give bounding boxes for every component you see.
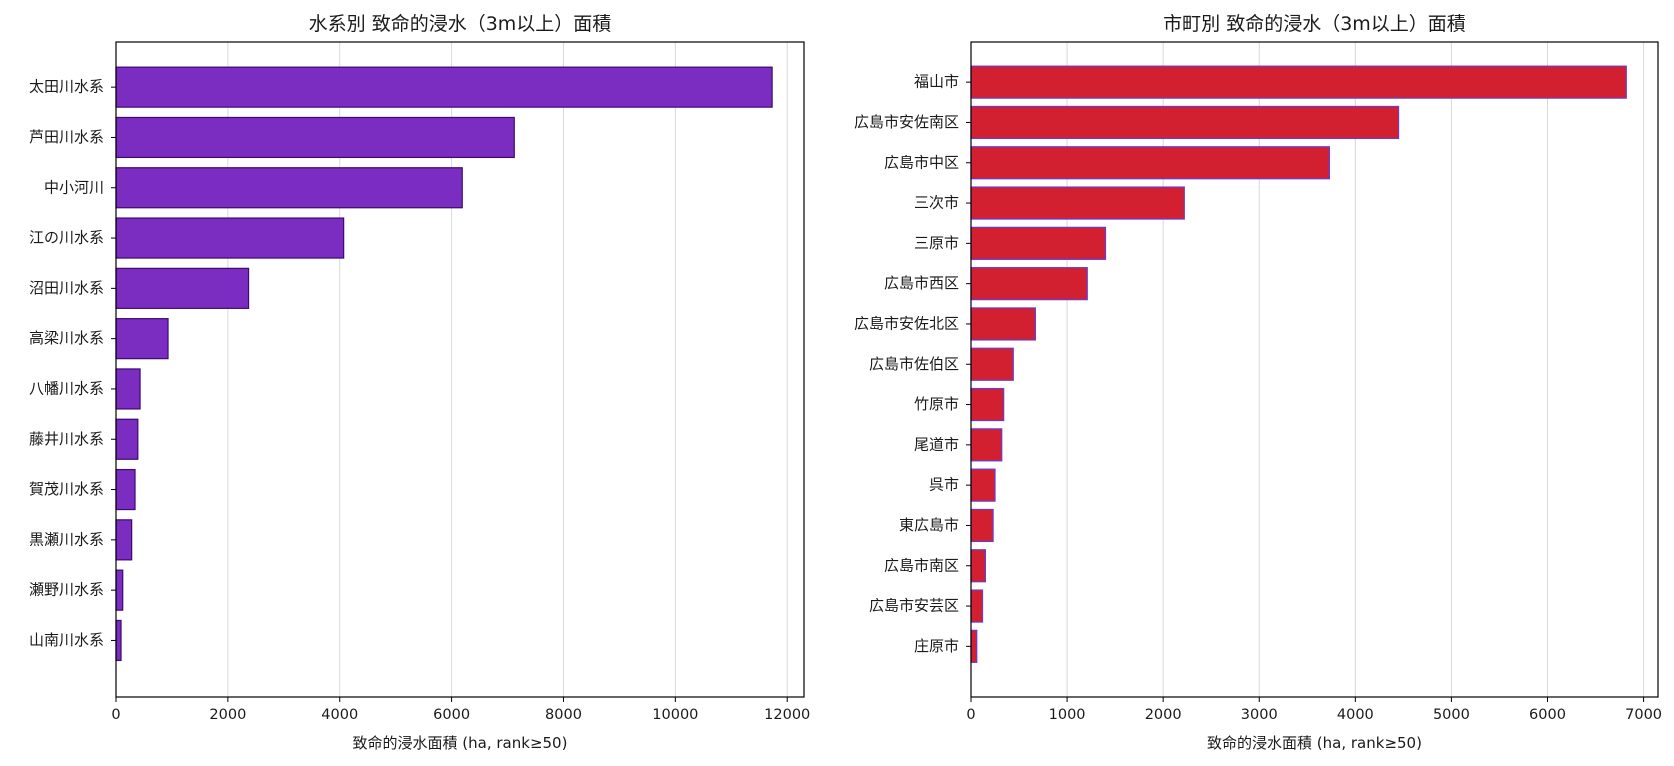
x-tick-label: 2000 <box>209 707 246 723</box>
category-label: 庄原市 <box>914 637 959 655</box>
chart-title: 市町別 致命的浸水（3m以上）面積 <box>1163 13 1466 35</box>
bar <box>115 569 124 611</box>
category-label: 山南川水系 <box>29 631 104 649</box>
x-tick-label: 8000 <box>545 707 582 723</box>
bar <box>115 217 345 259</box>
category-label: 広島市安佐北区 <box>854 314 959 332</box>
x-tick-label: 6000 <box>433 707 470 723</box>
category-label: 三次市 <box>914 194 959 212</box>
bar <box>115 519 133 561</box>
category-label: 広島市南区 <box>884 556 959 574</box>
x-axis-label: 致命的浸水面積 (ha, rank≥50) <box>1207 734 1422 752</box>
bar <box>970 468 996 502</box>
bar <box>970 428 1003 462</box>
chart-panel-river-systems: 太田川水系芦田川水系中小河川江の川水系沼田川水系高梁川水系八幡川水系藤井川水系賀… <box>29 13 810 752</box>
bar <box>115 66 773 108</box>
category-label: 八幡川水系 <box>29 379 104 397</box>
category-label: 芦田川水系 <box>29 128 104 146</box>
category-label: 藤井川水系 <box>29 430 104 448</box>
category-label: 中小河川 <box>44 178 104 196</box>
plot-frame <box>115 41 805 698</box>
category-label: 広島市西区 <box>884 274 959 292</box>
bar <box>115 418 139 460</box>
category-label: 広島市安芸区 <box>869 597 959 615</box>
bar <box>115 619 122 662</box>
x-tick-label: 6000 <box>1529 707 1566 723</box>
x-axis-label: 致命的浸水面積 (ha, rank≥50) <box>353 734 568 752</box>
bar <box>970 549 987 583</box>
category-label: 広島市中区 <box>884 153 959 171</box>
x-tick-label: 10000 <box>652 707 698 723</box>
chart-panel-municipalities: 福山市広島市安佐南区広島市中区三次市三原市広島市西区広島市安佐北区広島市佐伯区竹… <box>854 13 1662 752</box>
category-label: 呉市 <box>929 476 959 494</box>
bar <box>970 105 1400 140</box>
x-tick-label: 3000 <box>1241 707 1278 723</box>
category-label: 尾道市 <box>914 435 959 453</box>
category-label: 東広島市 <box>899 516 959 534</box>
bar <box>970 307 1036 341</box>
bar <box>970 65 1627 99</box>
category-label: 賀茂川水系 <box>29 480 104 498</box>
bar <box>970 186 1185 220</box>
x-tick-label: 1000 <box>1049 707 1086 723</box>
bar <box>970 226 1107 260</box>
x-tick-label: 2000 <box>1145 707 1182 723</box>
bar <box>970 347 1014 381</box>
bar <box>970 387 1005 422</box>
x-tick-label: 12000 <box>764 707 810 723</box>
chart-title: 水系別 致命的浸水（3m以上）面積 <box>309 13 612 35</box>
bar <box>970 146 1330 180</box>
bar <box>115 116 515 159</box>
category-label: 高梁川水系 <box>29 329 104 347</box>
bar <box>115 318 169 360</box>
x-tick-label: 7000 <box>1625 707 1662 723</box>
bar <box>115 267 250 309</box>
bar <box>970 267 1088 301</box>
plot-frame <box>970 41 1659 698</box>
category-label: 竹原市 <box>914 395 959 413</box>
x-tick-label: 5000 <box>1433 707 1470 723</box>
bar <box>970 508 994 543</box>
bar <box>970 629 978 663</box>
category-label: 広島市安佐南区 <box>854 113 959 131</box>
category-label: 黒瀬川水系 <box>29 530 104 548</box>
category-label: 広島市佐伯区 <box>869 355 959 373</box>
bar <box>115 368 141 410</box>
category-label: 瀬野川水系 <box>29 581 104 599</box>
category-label: 福山市 <box>914 73 959 91</box>
category-label: 太田川水系 <box>29 78 104 96</box>
bar <box>970 589 984 623</box>
bar <box>115 167 463 209</box>
x-tick-label: 4000 <box>1337 707 1374 723</box>
x-tick-label: 0 <box>111 707 120 723</box>
category-label: 三原市 <box>914 234 959 252</box>
x-tick-label: 4000 <box>321 707 358 723</box>
category-label: 江の川水系 <box>29 229 104 247</box>
bar <box>115 468 136 511</box>
category-label: 沼田川水系 <box>29 279 104 297</box>
x-tick-label: 0 <box>966 707 975 723</box>
